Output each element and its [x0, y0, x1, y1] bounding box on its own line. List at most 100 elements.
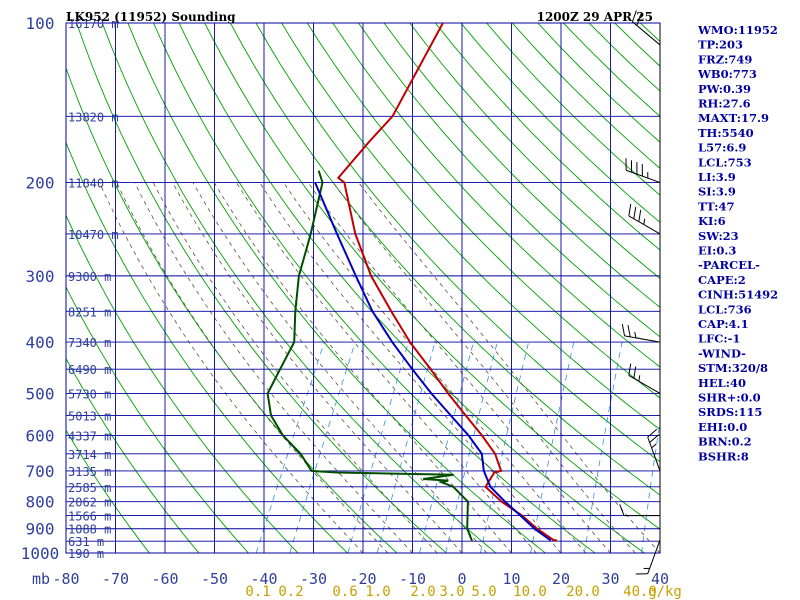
index-item: LCL:753	[698, 155, 752, 169]
wind-barb	[647, 436, 661, 472]
moist-adiabat	[283, 182, 587, 553]
mixing-ratio-label: 2.0	[410, 584, 435, 600]
mixing-ratio-label: 0.1	[245, 584, 270, 600]
temperature-tick-label: -60	[151, 570, 178, 588]
temperature-tick-label: 40	[651, 570, 669, 588]
moist-adiabat	[116, 182, 389, 553]
pressure-tick-label: 600	[26, 426, 55, 445]
mixing-ratio-label: 10.0	[513, 584, 547, 600]
pressure-tick-label: 200	[26, 174, 55, 193]
mixing-ratio-label: 0.2	[278, 584, 303, 600]
wind-barb	[628, 375, 661, 394]
pressure-tick-label: 1000	[21, 544, 60, 563]
mixing-ratio-label: 20.0	[566, 584, 600, 600]
height-label: 16170 m	[68, 17, 119, 31]
wind-barb	[624, 335, 661, 343]
chart-title: LK952 (11952) Sounding	[66, 10, 236, 24]
height-label: 6490 m	[68, 363, 111, 377]
moist-adiabat	[134, 182, 413, 553]
mixing-ratio-label: 5.0	[471, 584, 496, 600]
wind-barb-flag	[619, 504, 625, 516]
wind-barb-flag	[647, 428, 658, 438]
index-item: L57:6.9	[698, 141, 746, 155]
index-item: WB0:773	[697, 67, 757, 81]
mixing-ratio-line	[347, 341, 409, 553]
wind-barb-half-flag	[634, 331, 637, 338]
height-label: 1088 m	[68, 523, 111, 537]
wind-barb-flag	[638, 209, 642, 222]
wind-barb-flag	[633, 366, 637, 379]
index-item: SI:3.9	[698, 185, 736, 199]
temperature-tick-label: -20	[349, 570, 376, 588]
temperature-tick-label: 20	[552, 570, 570, 588]
observation-time: 1200Z 29 APR 25	[537, 10, 653, 24]
wind-barb-flag	[628, 203, 632, 216]
index-item: CAPE:2	[698, 273, 746, 287]
moist-adiabat	[307, 182, 611, 553]
mixing-ratio-label: 0.6	[332, 584, 357, 600]
moist-adiabat	[332, 182, 636, 553]
mixing-ratio-line	[641, 420, 660, 553]
index-item: PW:0.39	[698, 82, 751, 96]
wind-barb-flag	[649, 434, 660, 443]
parcel-profile	[314, 182, 552, 542]
mixing-ratio-line	[255, 341, 325, 553]
index-item: LFC:-1	[698, 332, 740, 346]
pressure-temperature-grid	[65, 22, 661, 554]
moist-adiabat	[99, 182, 364, 553]
index-item: RH:27.6	[698, 97, 751, 111]
height-label: 3135 m	[68, 465, 111, 479]
index-item: SRDS:115	[698, 405, 762, 419]
mixing-ratio-line	[376, 341, 436, 553]
index-item: LI:3.9	[698, 170, 736, 184]
height-label: 4337 m	[68, 429, 111, 443]
height-label: 11840 m	[68, 177, 119, 191]
moist-adiabat	[213, 182, 512, 553]
temperature-tick-label: 30	[601, 570, 619, 588]
wind-barb-flag	[631, 10, 637, 22]
temperature-tick-label: -30	[300, 570, 327, 588]
mixing-ratio-label: 40.0	[623, 584, 657, 600]
wind-barb-flag	[627, 324, 631, 337]
temperature-tick-label: -10	[399, 570, 426, 588]
wind-barb	[647, 539, 661, 574]
mixing-ratio-label: 3.0	[439, 584, 464, 600]
height-label: 13820 m	[68, 110, 119, 124]
index-item: KI:6	[698, 214, 726, 228]
height-label: 8251 m	[68, 305, 111, 319]
height-label: 5013 m	[68, 409, 111, 423]
index-item: BRN:0.2	[698, 435, 752, 449]
index-item: WMO:11952	[697, 23, 778, 37]
dewpoint-profile	[266, 170, 474, 542]
index-item: HEL:40	[698, 376, 746, 390]
index-item: EI:0.3	[698, 244, 736, 258]
temperature-tick-label: -40	[250, 570, 277, 588]
temperature-profile	[336, 23, 558, 542]
index-item: MAXT:17.9	[698, 111, 769, 125]
moist-adiabat	[172, 182, 463, 553]
height-label: 631 m	[68, 535, 104, 549]
mixing-ratio-line	[530, 342, 575, 553]
wind-barb-half-flag	[651, 443, 657, 449]
height-label: 190 m	[68, 547, 104, 561]
height-label: 5730 m	[68, 387, 111, 401]
index-item: FRZ:749	[698, 52, 752, 66]
wind-barb-flag	[636, 14, 642, 26]
wind-barb	[628, 215, 661, 235]
wind-barb-flag	[633, 206, 637, 219]
wind-barb	[632, 21, 661, 46]
index-item: STM:320/8	[698, 361, 768, 375]
height-label: 9300 m	[68, 270, 111, 284]
dry-adiabat	[204, 23, 660, 530]
temperature-tick-label: -70	[102, 570, 129, 588]
index-item: CAP:4.1	[698, 317, 749, 331]
wind-barb-half-flag	[638, 375, 641, 382]
temperature-tick-label: 10	[502, 570, 520, 588]
wind-barb-flag	[621, 323, 626, 336]
temperature-tick-label: -50	[201, 570, 228, 588]
pressure-tick-label: 800	[26, 493, 55, 512]
index-item: TP:203	[698, 38, 743, 52]
sounding-profiles	[266, 23, 558, 542]
